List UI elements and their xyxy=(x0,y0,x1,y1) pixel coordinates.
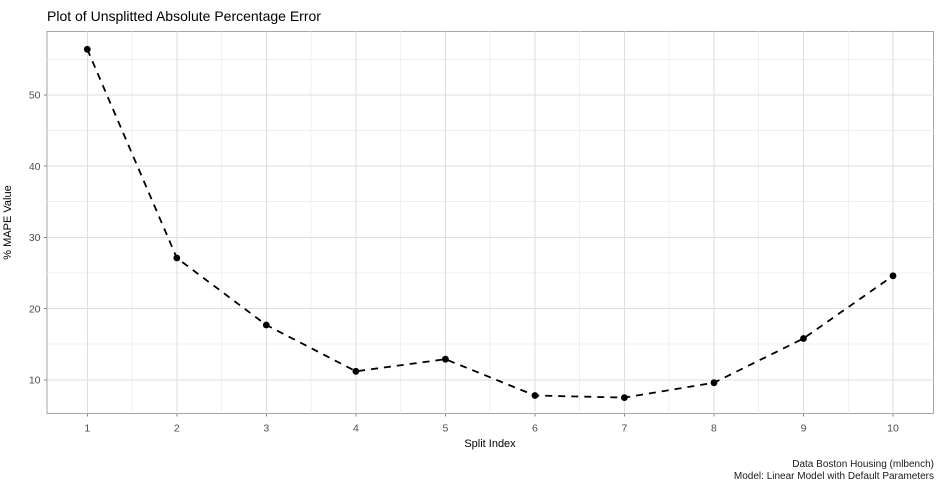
x-tick-label: 9 xyxy=(801,422,807,434)
data-point xyxy=(889,272,897,280)
y-tick-label: 50 xyxy=(29,90,41,102)
data-point xyxy=(352,367,360,375)
data-point xyxy=(173,254,181,262)
data-point xyxy=(83,45,91,53)
caption-line-2: Model: Linear Model with Default Paramet… xyxy=(734,471,934,482)
y-tick-label: 30 xyxy=(29,232,41,244)
data-point xyxy=(800,335,807,342)
y-axis-title: % MAPE Value xyxy=(2,185,14,259)
data-point xyxy=(710,379,718,387)
x-tick-label: 4 xyxy=(353,422,359,434)
x-tick-label: 5 xyxy=(442,422,448,434)
major-gridlines xyxy=(47,31,934,414)
data-point xyxy=(442,355,449,363)
data-point xyxy=(531,392,539,399)
x-tick-label: 2 xyxy=(174,422,180,434)
x-tick-label: 8 xyxy=(711,422,717,434)
y-axis-tick-labels: 10 20 30 40 50 xyxy=(29,90,41,387)
caption-line-1: Data Boston Housing (mlbench) xyxy=(792,459,934,470)
x-tick-label: 7 xyxy=(622,422,628,434)
data-point xyxy=(262,321,270,329)
series-points xyxy=(83,45,897,401)
x-axis-tick-labels: 1 2 3 4 5 6 7 8 9 10 xyxy=(84,422,899,434)
series-dashed-line xyxy=(86,48,894,399)
x-tick-label: 10 xyxy=(887,422,899,434)
x-axis-title: Split Index xyxy=(464,438,516,450)
y-tick-label: 40 xyxy=(29,161,41,173)
data-point xyxy=(621,394,628,401)
chart-title: Plot of Unsplitted Absolute Percentage E… xyxy=(47,8,321,24)
y-tick-label: 10 xyxy=(29,375,41,387)
x-tick-label: 6 xyxy=(532,422,538,434)
axis-tick-marks xyxy=(43,94,894,417)
x-tick-label: 3 xyxy=(263,422,269,434)
y-tick-label: 20 xyxy=(29,303,41,315)
x-tick-label: 1 xyxy=(84,422,90,434)
